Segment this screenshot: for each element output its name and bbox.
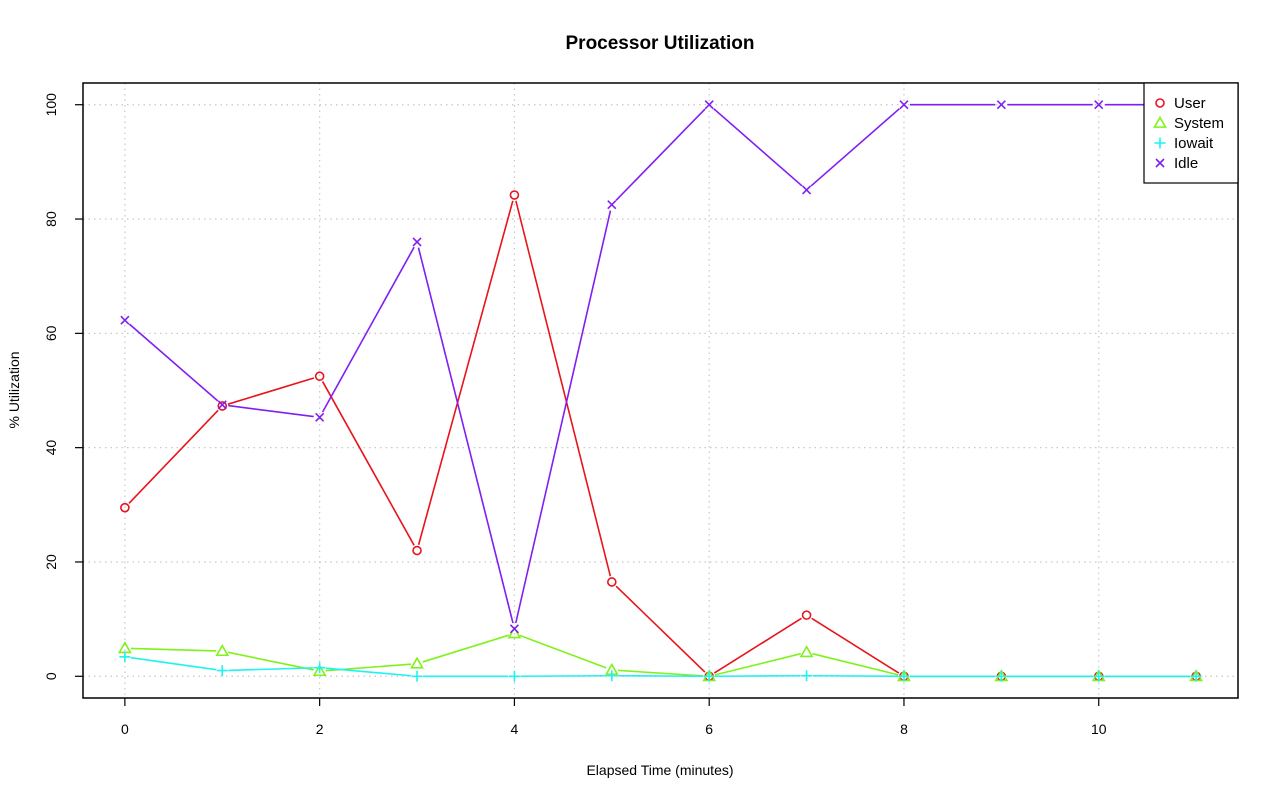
series-iowait-point-11 bbox=[1190, 670, 1202, 682]
series-user-segment-3 bbox=[417, 200, 514, 545]
x-tick-label-2: 4 bbox=[511, 721, 519, 737]
series-system-point-4 bbox=[507, 626, 522, 639]
series-system-point-7 bbox=[799, 645, 814, 658]
series-idle-point-7 bbox=[802, 185, 812, 195]
series-layer bbox=[117, 100, 1204, 682]
y-tick-label-4: 80 bbox=[43, 211, 59, 227]
series-system-point-1 bbox=[215, 644, 230, 657]
series-iowait-segment-2 bbox=[325, 667, 412, 677]
series-idle-segment-0 bbox=[128, 323, 219, 402]
series-iowait bbox=[119, 651, 1202, 682]
series-user-point-7 bbox=[801, 610, 812, 620]
legend-label-idle: Idle bbox=[1174, 155, 1198, 172]
series-iowait-point-5 bbox=[606, 670, 618, 682]
series-idle-segment-3 bbox=[417, 247, 514, 624]
y-axis-label: % Utilization bbox=[6, 351, 22, 428]
series-idle-point-6 bbox=[704, 100, 714, 110]
series-user-segment-4 bbox=[515, 200, 612, 577]
x-tick-label-5: 10 bbox=[1091, 721, 1107, 737]
legend-marker-user bbox=[1155, 98, 1165, 108]
series-system-segment-0 bbox=[130, 647, 217, 652]
series-iowait-point-4 bbox=[508, 670, 520, 682]
series-user-segment-6 bbox=[713, 617, 802, 674]
series-iowait-point-10 bbox=[1093, 670, 1105, 682]
series-user-point-2 bbox=[314, 371, 325, 382]
series-user-segment-2 bbox=[321, 381, 415, 546]
y-tick-label-2: 40 bbox=[43, 440, 59, 456]
series-user-segment-5 bbox=[615, 585, 706, 673]
series-iowait-segment-0 bbox=[130, 656, 217, 671]
legend-marker-system bbox=[1153, 115, 1167, 128]
series-iowait-point-9 bbox=[995, 670, 1007, 682]
series-iowait-point-2 bbox=[314, 662, 326, 674]
y-tick-label-0: 0 bbox=[43, 672, 59, 680]
x-tick-label-3: 6 bbox=[705, 721, 713, 737]
legend-marker-idle bbox=[1155, 158, 1165, 168]
series-idle-segment-5 bbox=[615, 108, 706, 202]
series-system-segment-3 bbox=[422, 634, 509, 663]
series-idle-point-4 bbox=[509, 624, 519, 634]
series-idle-point-3 bbox=[412, 237, 422, 247]
y-tick-label-5: 100 bbox=[43, 93, 59, 117]
series-system-point-2 bbox=[312, 664, 327, 677]
series-iowait-segment-1 bbox=[228, 667, 314, 672]
series-user-segment-0 bbox=[128, 409, 219, 504]
series-iowait-point-1 bbox=[216, 665, 228, 677]
series-iowait-point-3 bbox=[411, 670, 423, 682]
series-idle-point-5 bbox=[607, 200, 617, 210]
y-tick-label-1: 20 bbox=[43, 554, 59, 570]
series-idle-segment-1 bbox=[228, 404, 314, 418]
series-iowait-point-8 bbox=[898, 670, 910, 682]
legend-marker-iowait bbox=[1154, 137, 1166, 149]
series-iowait-segment-4 bbox=[520, 674, 606, 678]
x-tick-label-4: 8 bbox=[900, 721, 908, 737]
series-idle-point-9 bbox=[996, 100, 1006, 110]
x-tick-label-1: 2 bbox=[316, 721, 324, 737]
series-idle-segment-2 bbox=[321, 246, 415, 413]
series-idle-point-1 bbox=[217, 400, 227, 410]
series-idle-segment-7 bbox=[810, 108, 900, 187]
legend-label-system: System bbox=[1174, 115, 1224, 132]
series-system-segment-1 bbox=[227, 651, 314, 671]
x-axis-label: Elapsed Time (minutes) bbox=[586, 762, 733, 778]
series-system-segment-4 bbox=[519, 634, 607, 669]
series-user-segment-1 bbox=[227, 377, 315, 405]
series-idle-segment-6 bbox=[713, 108, 803, 187]
series-system-segment-7 bbox=[812, 652, 899, 676]
series-idle-point-0 bbox=[120, 315, 130, 325]
series-system-segment-6 bbox=[714, 652, 801, 676]
series-idle-point-2 bbox=[315, 412, 325, 422]
series-system-point-3 bbox=[410, 656, 424, 669]
x-tick-label-0: 0 bbox=[121, 721, 129, 737]
series-iowait-point-0 bbox=[119, 651, 131, 663]
series-iowait-point-7 bbox=[801, 670, 813, 682]
series-idle bbox=[120, 100, 1201, 634]
series-iowait-segment-6 bbox=[715, 674, 801, 678]
series-idle-point-10 bbox=[1094, 100, 1104, 110]
series-user-segment-7 bbox=[811, 617, 900, 674]
series-user-point-5 bbox=[607, 577, 617, 587]
series-iowait-segment-7 bbox=[812, 674, 898, 678]
y-tick-label-3: 60 bbox=[43, 325, 59, 341]
legend-label-user: User bbox=[1174, 95, 1206, 112]
series-iowait-segment-5 bbox=[617, 674, 704, 678]
grid-lines bbox=[83, 83, 1238, 698]
series-user-point-3 bbox=[412, 545, 422, 556]
series-idle-point-8 bbox=[899, 100, 909, 110]
series-user-point-0 bbox=[120, 502, 130, 513]
series-iowait-point-6 bbox=[703, 670, 715, 682]
series-user-point-1 bbox=[217, 401, 228, 411]
plot-frame bbox=[82, 82, 1239, 699]
series-system-segment-5 bbox=[617, 669, 704, 677]
chart-title: Processor Utilization bbox=[566, 33, 755, 54]
legend-label-iowait: Iowait bbox=[1174, 135, 1214, 152]
series-user-point-4 bbox=[509, 190, 520, 200]
legend: User System Iowait Idle bbox=[1143, 82, 1239, 184]
series-idle-segment-4 bbox=[514, 210, 612, 624]
